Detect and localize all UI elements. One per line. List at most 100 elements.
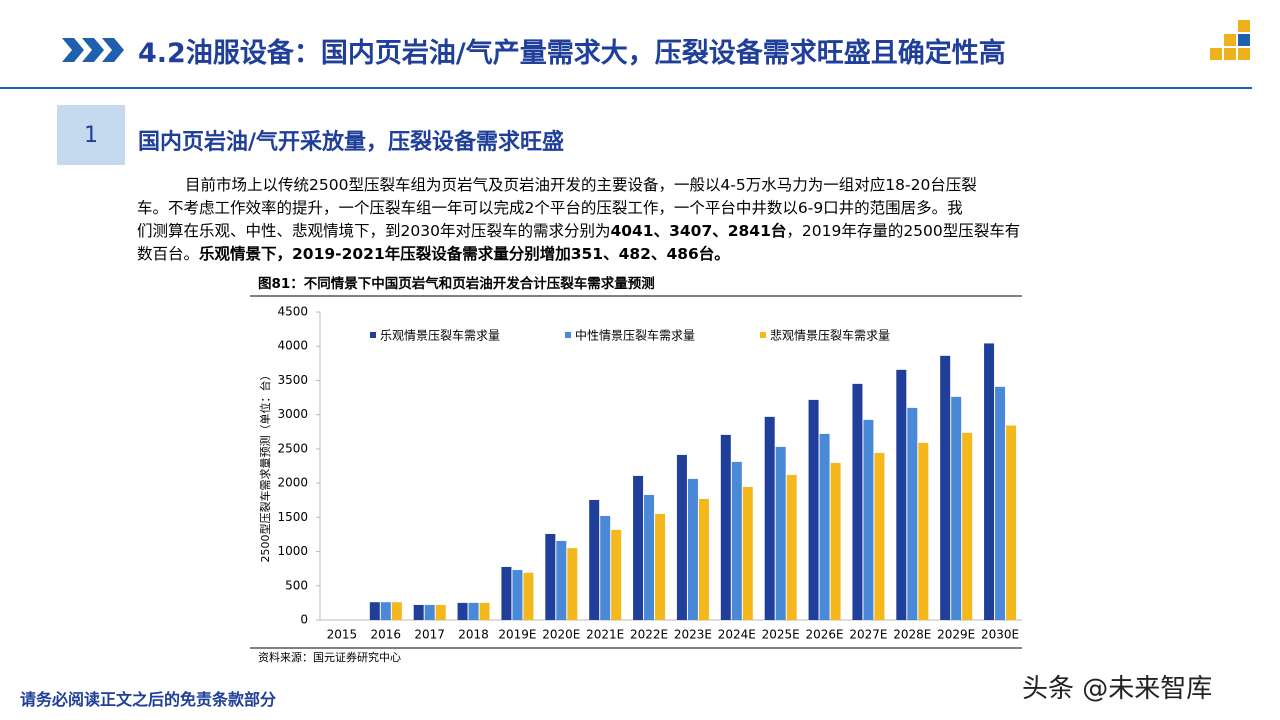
bar (501, 566, 512, 620)
bar (786, 474, 797, 620)
bar (808, 399, 819, 620)
bar (676, 454, 687, 620)
bar (468, 602, 479, 620)
y-tick-label: 1000 (277, 544, 308, 558)
bar (380, 602, 391, 620)
legend-swatch (760, 332, 766, 338)
bar (567, 548, 578, 620)
logo (1210, 20, 1250, 60)
bar (764, 416, 775, 620)
x-tick-label: 2016 (371, 628, 402, 642)
paragraph-line: 目前市场上以传统2500型压裂车组为页岩气及页岩油开发的主要设备，一般以4-5万… (137, 174, 1147, 197)
paragraph: 目前市场上以传统2500型压裂车组为页岩气及页岩油开发的主要设备，一般以4-5万… (137, 174, 1147, 266)
legend-label: 乐观情景压裂车需求量 (380, 328, 500, 343)
y-tick-label: 1500 (277, 510, 308, 524)
disclaimer: 请务必阅读正文之后的免责条款部分 (20, 690, 277, 709)
x-tick-label: 2017 (414, 628, 445, 642)
bar (852, 383, 863, 620)
bar (556, 540, 567, 620)
y-tick-label: 3000 (277, 407, 308, 421)
x-tick-label: 2030E (981, 628, 1019, 642)
bar (655, 513, 666, 620)
bar (896, 369, 907, 620)
bar (940, 355, 951, 620)
y-tick-label: 4500 (277, 305, 308, 319)
bar (698, 498, 709, 620)
bar (995, 386, 1006, 620)
bar (633, 475, 644, 620)
section-number: 1 (57, 105, 125, 165)
bar (611, 529, 622, 620)
bar (391, 602, 402, 620)
x-tick-label: 2028E (893, 628, 931, 642)
x-tick-label: 2027E (849, 628, 887, 642)
x-tick-label: 2026E (806, 628, 844, 642)
bar (819, 433, 830, 620)
bar (589, 499, 600, 620)
chart-title: 图81：不同情景下中国页岩气和页岩油开发合计压裂车需求量预测 (258, 275, 655, 292)
text: 数百台。 (137, 245, 200, 263)
bar (907, 407, 918, 620)
y-tick-label: 500 (285, 578, 308, 592)
bar (435, 604, 446, 620)
bar (918, 442, 929, 620)
bar (512, 570, 523, 620)
text: ，2019年存量的2500型压裂车有 (786, 222, 1021, 240)
bar (1006, 425, 1017, 620)
bar (479, 602, 490, 620)
bold-text: 乐观情景下，2019-2021年压裂设备需求量分别增加351、482、486台。 (199, 245, 730, 263)
legend-swatch (565, 332, 571, 338)
legend-label: 中性情景压裂车需求量 (575, 328, 695, 343)
text: 目前市场上以传统2500型压裂车组为页岩气及页岩油开发的主要设备，一般以4-5万… (185, 176, 977, 194)
x-tick-label: 2022E (630, 628, 668, 642)
x-tick-label: 2021E (586, 628, 624, 642)
x-tick-label: 2025E (762, 628, 800, 642)
text: 车。不考虑工作效率的提升，一个压裂车组一年可以完成2个平台的压裂工作，一个平台中… (137, 199, 963, 217)
bar (742, 486, 753, 620)
arrows (62, 38, 124, 62)
section-heading: 国内页岩油/气开采放量，压裂设备需求旺盛 (138, 130, 565, 155)
bar (457, 602, 468, 620)
bar (731, 461, 742, 620)
x-tick-label: 2019E (498, 628, 536, 642)
paragraph-line: 数百台。乐观情景下，2019-2021年压裂设备需求量分别增加351、482、4… (137, 243, 1147, 266)
bar (687, 478, 698, 620)
x-tick-label: 2015 (327, 628, 358, 642)
bar (962, 432, 973, 620)
bar (984, 343, 995, 620)
paragraph-line: 车。不考虑工作效率的提升，一个压裂车组一年可以完成2个平台的压裂工作，一个平台中… (137, 197, 1147, 220)
y-axis-label: 2500型压裂车需求量预测（单位：台） (258, 370, 272, 563)
text: 们测算在乐观、中性、悲观情境下，到2030年对压裂车的需求分别为 (137, 222, 611, 240)
x-tick-label: 2029E (937, 628, 975, 642)
bar (424, 604, 435, 620)
x-tick-label: 2024E (718, 628, 756, 642)
bar (523, 572, 534, 620)
bar (775, 446, 786, 620)
bar (951, 396, 962, 620)
legend-swatch (370, 332, 376, 338)
source: 资料来源：国元证券研究中心 (258, 650, 401, 664)
y-tick-label: 0 (300, 613, 308, 627)
bar (545, 533, 556, 620)
bar (830, 462, 841, 620)
x-tick-label: 2023E (674, 628, 712, 642)
y-tick-label: 2500 (277, 441, 308, 455)
y-tick-label: 3500 (277, 373, 308, 387)
watermark: 头条 @未来智库 (1022, 674, 1213, 704)
paragraph-line: 们测算在乐观、中性、悲观情境下，到2030年对压裂车的需求分别为4041、340… (137, 220, 1147, 243)
bar (369, 602, 380, 620)
legend-label: 悲观情景压裂车需求量 (770, 328, 890, 343)
page-title: 4.2油服设备：国内页岩油/气产量需求大，压裂设备需求旺盛且确定性高 (138, 38, 1006, 69)
x-tick-label: 2018 (458, 628, 489, 642)
bar (600, 515, 611, 620)
bar (720, 434, 731, 620)
bar (863, 419, 874, 620)
header-rule (0, 87, 1252, 89)
bold-text: 4041、3407、2841台 (610, 222, 787, 240)
x-tick-label: 2020E (542, 628, 580, 642)
bar (874, 452, 885, 620)
y-tick-label: 4000 (277, 339, 308, 353)
y-tick-label: 2000 (277, 476, 308, 490)
